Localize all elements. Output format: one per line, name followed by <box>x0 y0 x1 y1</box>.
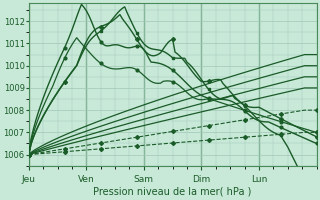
X-axis label: Pression niveau de la mer( hPa ): Pression niveau de la mer( hPa ) <box>93 187 252 197</box>
